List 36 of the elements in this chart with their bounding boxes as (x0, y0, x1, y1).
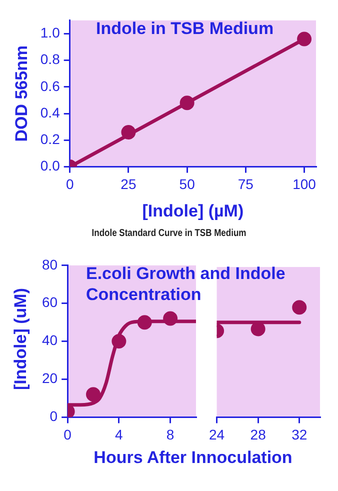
point (297, 32, 312, 46)
y-tick-label: 0.4 (40, 104, 60, 120)
y-tick-label: 0.2 (40, 131, 60, 148)
y-tick-label: 40 (42, 332, 58, 348)
point (86, 387, 101, 402)
y-tick-label: 60 (42, 294, 58, 310)
y-tick-label: 0 (50, 408, 58, 424)
x-tick-label: 25 (120, 176, 136, 192)
y-axis-title: [Indole] (uM) (11, 288, 31, 390)
x-tick-label: 100 (292, 176, 316, 192)
y-tick-label: 0.8 (40, 51, 60, 68)
chart-title: Indole in TSB Medium (96, 18, 274, 39)
x-tick-label: 75 (238, 176, 254, 192)
y-tick-label: 20 (42, 370, 58, 386)
x-axis-title: [Indole] (µM) (142, 201, 244, 220)
x-tick-label: 50 (179, 176, 196, 192)
y-tick-label: 0.6 (40, 78, 60, 94)
y-tick-label: 0.0 (40, 158, 60, 174)
y-tick-label: 80 (42, 256, 58, 272)
point (137, 315, 152, 330)
point (112, 334, 126, 349)
x-tick-label: 0 (64, 426, 72, 442)
x-tick-label: 28 (250, 426, 266, 442)
y-axis-title: DOD 565nm (12, 45, 31, 142)
text: E.coli Growth and Indole Concentration (86, 263, 286, 305)
x-tick-label: 4 (115, 426, 124, 442)
y-tick-label: 1.0 (40, 24, 60, 41)
point (180, 96, 194, 110)
x-tick-label: 24 (208, 426, 225, 442)
x-tick-label: 32 (292, 426, 308, 442)
text: Indole Standard Curve in TSB Medium (90, 228, 248, 239)
x-tick-label: 8 (166, 426, 174, 442)
x-tick-label: 0 (66, 176, 74, 192)
point (163, 311, 178, 326)
x-axis-title: Hours After Innoculation (92, 448, 294, 468)
point (121, 124, 136, 140)
